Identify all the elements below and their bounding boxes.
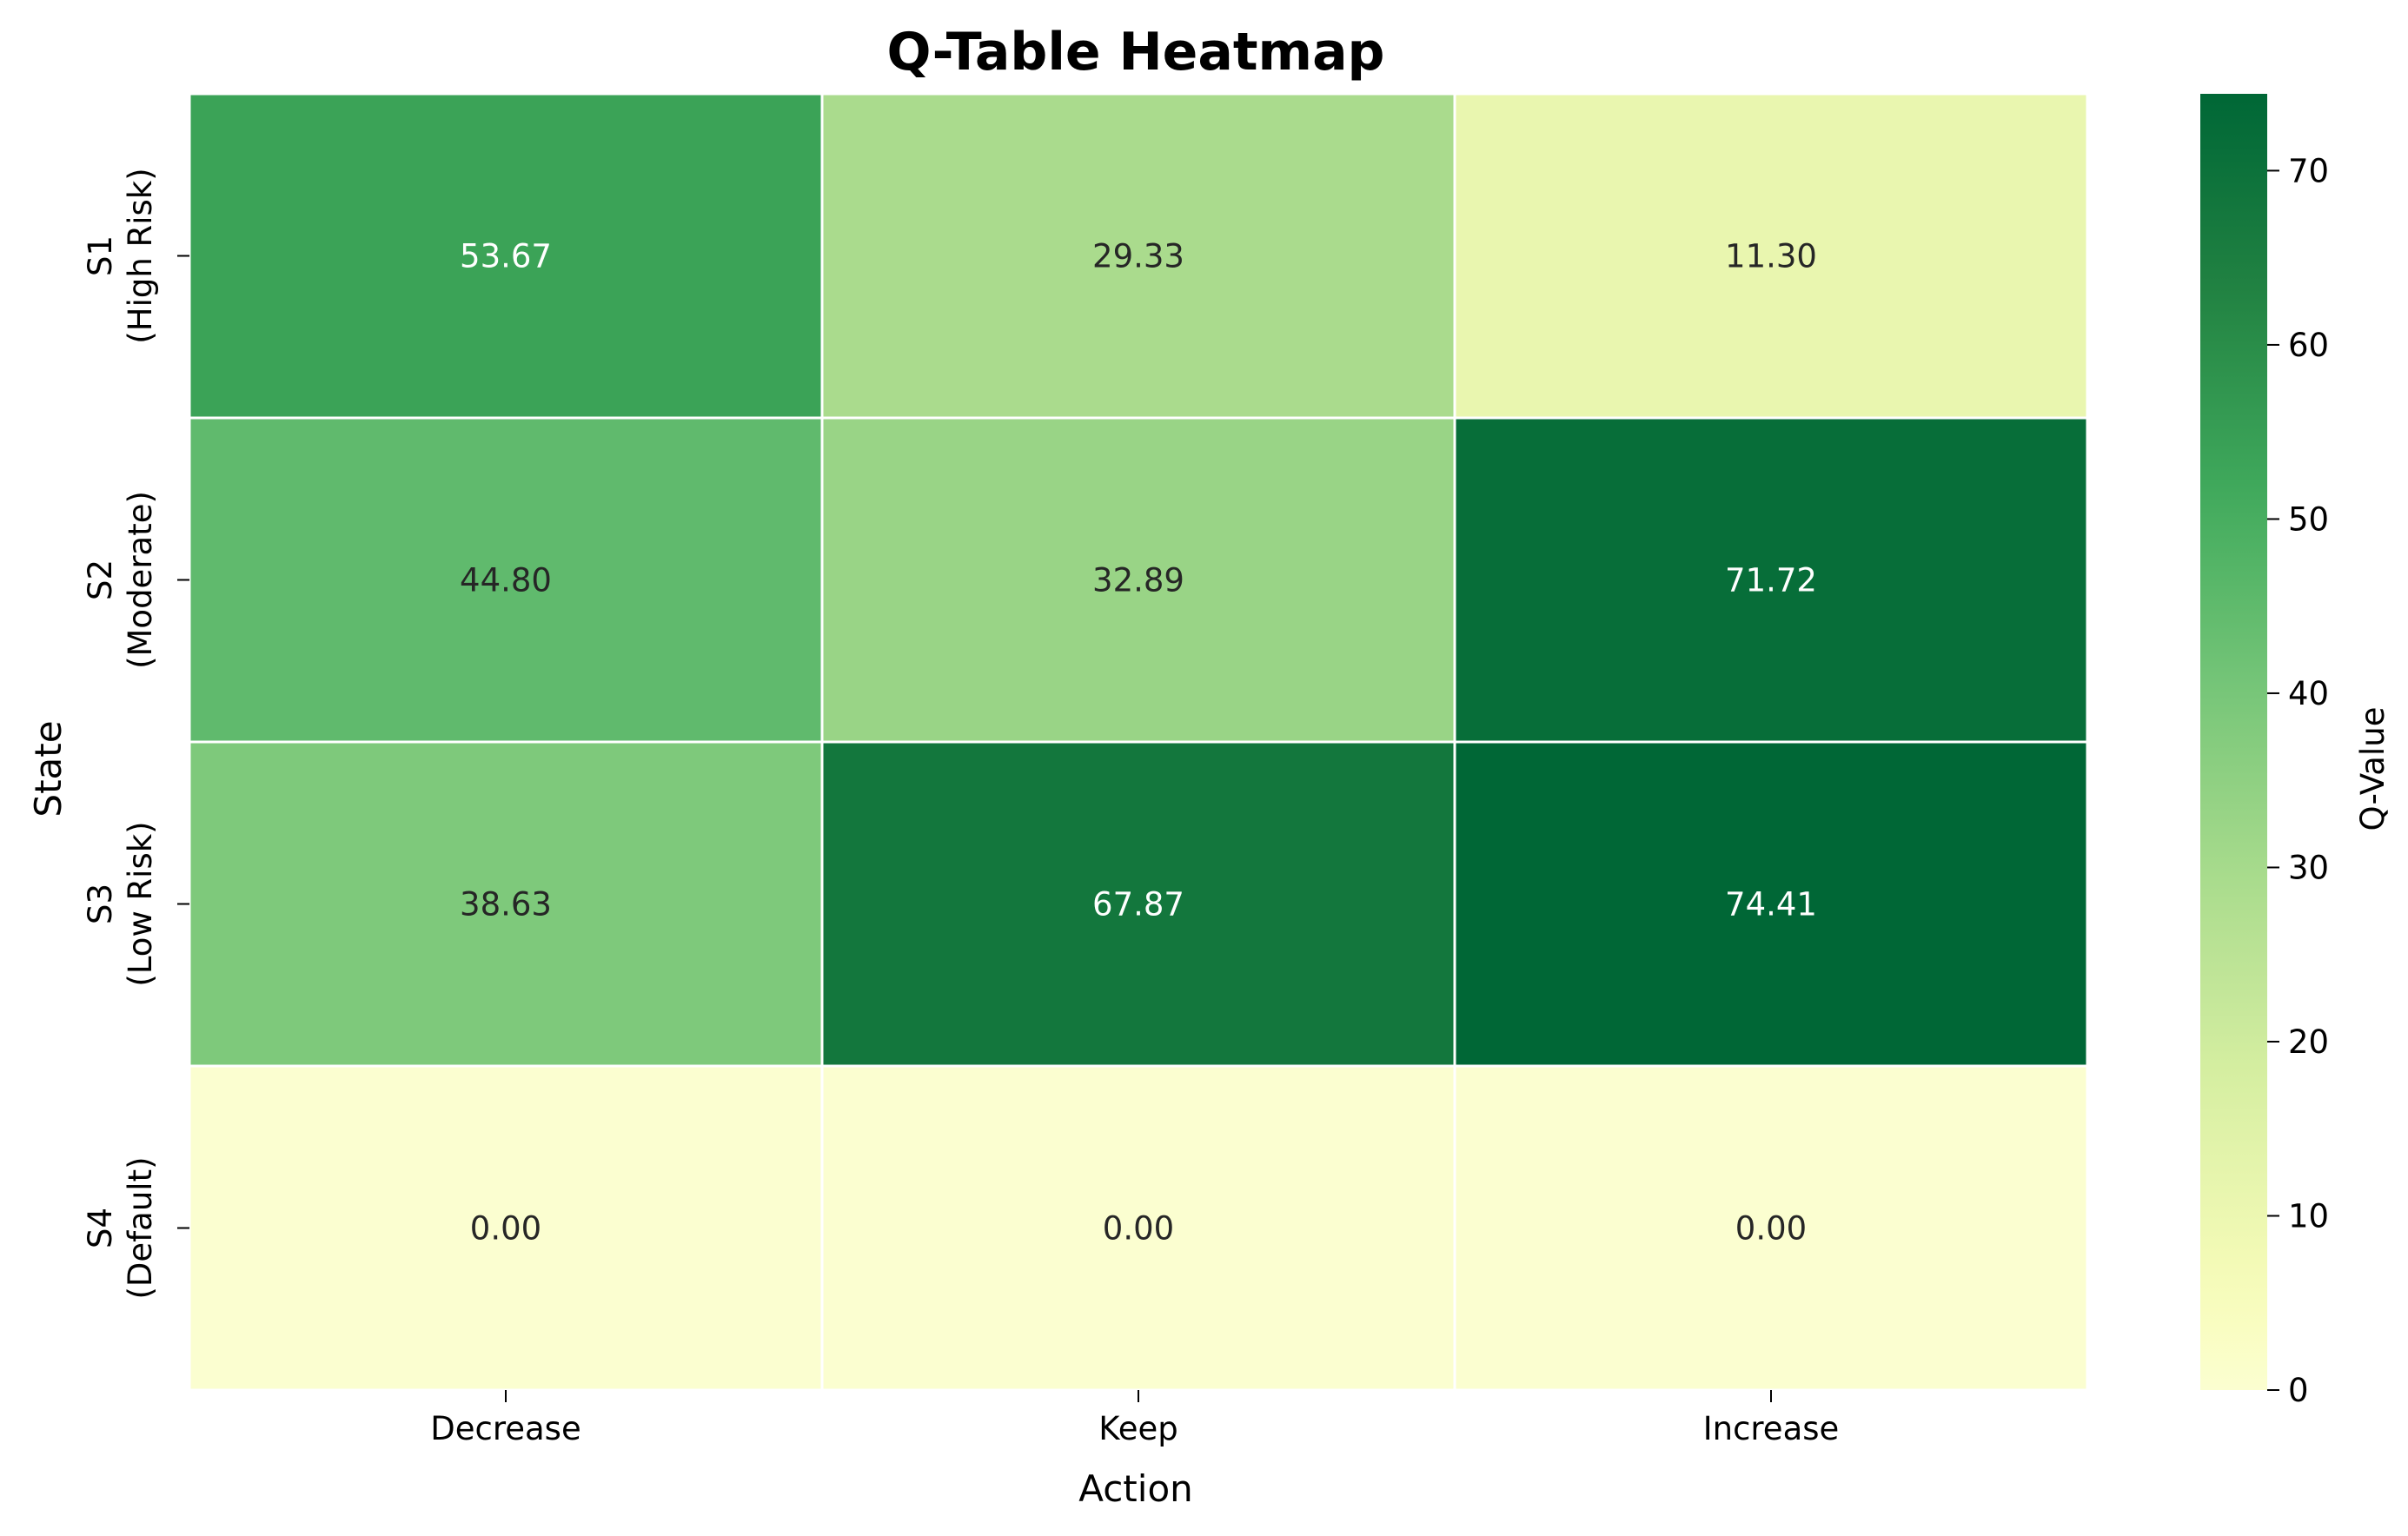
colorbar-tick-label: 30 [2288,849,2329,886]
cell-value-label: 74.41 [1725,886,1817,924]
cell-value-label: 0.00 [1735,1210,1807,1248]
cell-value-label: 29.33 [1092,238,1184,275]
y-tick-label: S4(Default) [82,1156,159,1299]
colorbar-tick-label: 60 [2288,327,2329,364]
colorbar-tick-label: 10 [2288,1197,2329,1235]
y-axis-ticks: S1(High Risk) S2(Moderate) S3(Low Risk) S4(… [82,168,189,1300]
cell-value-label: 38.63 [460,886,552,924]
heatmap-grid: 53.67 29.33 11.30 44.80 32.89 71.72 38.63 67.87… [188,92,2089,1392]
y-tick-label: S1(High Risk) [82,168,159,343]
heatmap-cell [820,92,1456,420]
colorbar-tick-label: 40 [2288,675,2329,712]
x-tick-label: Keep [1098,1410,1177,1447]
heatmap-cell [1453,92,2089,420]
x-axis-label: Action [1078,1467,1193,1510]
heatmap-cell [820,416,1456,744]
colorbar-tick-label: 70 [2288,152,2329,189]
colorbar: 0 10 20 30 40 50 60 70 [2200,94,2329,1409]
cell-value-label: 67.87 [1092,886,1184,924]
cell-value-label: 44.80 [460,562,552,599]
x-tick-label: Decrease [430,1410,580,1447]
heatmap-cell [188,740,824,1068]
colorbar-tick-label: 50 [2288,500,2329,538]
x-tick-label: Increase [1703,1410,1840,1447]
colorbar-tick-label: 20 [2288,1023,2329,1061]
colorbar-gradient [2200,94,2267,1390]
cell-value-label: 11.30 [1725,238,1817,275]
heatmap-cell [188,1064,824,1392]
cell-value-label: 0.00 [470,1210,541,1248]
y-axis-label: State [27,720,70,817]
cell-value-label: 0.00 [1103,1210,1174,1248]
colorbar-label: Q-Value [2354,707,2391,831]
colorbar-tick-label: 0 [2288,1372,2309,1409]
cell-value-label: 32.89 [1092,562,1184,599]
x-axis-ticks: Decrease Keep Increase [430,1390,1839,1447]
y-tick-label: S3(Low Risk) [82,821,159,986]
heatmap-cell [1453,1064,2089,1392]
y-tick-label: S2(Moderate) [82,491,159,669]
heatmap-cell [820,740,1456,1068]
heatmap-cell [188,416,824,744]
chart-title: Q-Table Heatmap [886,22,1384,83]
cell-value-label: 71.72 [1725,562,1817,599]
heatmap-cell [1453,416,2089,744]
cell-value-label: 53.67 [460,238,552,275]
heatmap-cell [188,92,824,420]
